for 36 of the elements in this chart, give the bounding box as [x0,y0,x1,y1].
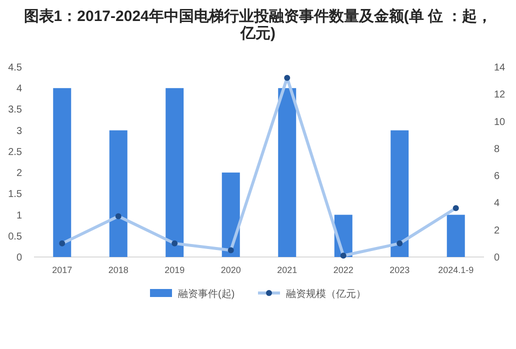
y2-tick-label: 0 [494,252,500,264]
x-tick-label: 2021 [277,265,298,275]
bar [166,88,184,257]
y-tick-label: 0 [16,252,22,264]
y2-tick-label: 12 [494,90,506,101]
y-tick-label: 0.5 [8,231,22,242]
bar [278,88,296,257]
y-tick-label: 2 [16,168,22,180]
bar [390,130,409,257]
y-tick-label: 3.5 [8,104,22,116]
y2-tick-label: 4 [494,198,500,210]
x-tick-label: 2023 [390,265,410,275]
bar [109,130,128,257]
x-tick-label: 2020 [220,265,241,275]
bar [53,88,72,257]
x-tick-label: 2022 [333,265,354,275]
y2-tick-label: 2 [494,225,500,236]
y2-tick-label: 14 [494,62,506,74]
y2-tick-label: 10 [494,116,506,128]
x-tick-label: 2024.1-9 [438,265,474,275]
y-tick-label: 1 [16,210,22,222]
x-tick-label: 2019 [164,265,185,275]
y-tick-label: 4 [16,84,22,95]
bar [222,172,240,257]
legend-label: 融资规模（亿元） [286,288,366,300]
y-tick-label: 2.5 [8,146,22,158]
y-tick-label: 1.5 [8,189,22,200]
y-tick-label: 3 [16,126,22,137]
x-tick-label: 2018 [108,265,128,275]
y-tick-label: 4.5 [8,62,22,74]
y2-tick-label: 6 [494,171,500,182]
x-tick-label: 2017 [52,265,72,275]
legend-label: 融资事件(起) [178,288,235,300]
bar [446,214,465,257]
chart-title: 图表1：2017-2024年中国电梯行业投融资事件数量及金额(单 位 ：起，亿元) [24,7,492,42]
y2-tick-label: 8 [494,144,500,155]
